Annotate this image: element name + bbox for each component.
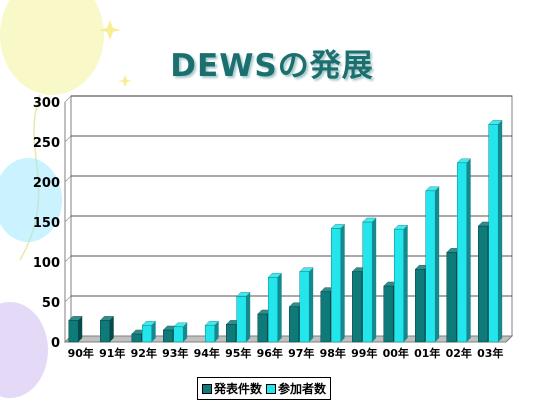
- legend-label-1: 発表件数: [214, 380, 262, 397]
- x-tick-label: 93年: [162, 346, 188, 360]
- legend-label-2: 参加者数: [278, 380, 326, 397]
- legend-swatch-1: [202, 384, 212, 394]
- bar-series1: [384, 286, 393, 342]
- bar-series1: [69, 320, 78, 342]
- x-tick-label: 02年: [446, 346, 472, 360]
- bar-series2-side: [309, 268, 313, 342]
- bar-series2: [237, 296, 246, 342]
- y-tick-label: 100: [33, 256, 60, 271]
- bar-series1-side: [78, 316, 82, 342]
- gridline-diag: [65, 216, 71, 222]
- bar-series1: [100, 320, 109, 342]
- gridline-diag: [65, 136, 71, 142]
- bar-series1: [415, 269, 424, 342]
- x-tick-label: 90年: [68, 346, 94, 360]
- bar-series1: [226, 324, 235, 342]
- bar-series2: [394, 229, 403, 342]
- gridline-diag: [65, 296, 71, 302]
- bar-series2: [205, 325, 214, 342]
- bar-series2: [268, 277, 277, 342]
- bar-series2: [174, 327, 183, 342]
- bar-series2: [426, 191, 435, 342]
- bar-series2-side: [341, 224, 345, 342]
- bar-series2: [142, 325, 151, 342]
- x-tick-label: 03年: [477, 346, 503, 360]
- bar-series1: [321, 292, 330, 342]
- legend-item-2: 参加者数: [266, 380, 326, 397]
- bar-series2: [489, 124, 498, 342]
- legend-item-1: 発表件数: [202, 380, 262, 397]
- bar-series1: [478, 226, 487, 342]
- bar-series1-side: [110, 316, 114, 342]
- bar-series2: [300, 272, 309, 342]
- x-tick-label: 92年: [131, 346, 157, 360]
- y-tick-label: 50: [42, 296, 60, 311]
- bar-series2-side: [372, 218, 376, 342]
- y-tick-label: 150: [33, 216, 60, 231]
- y-tick-label: 0: [51, 336, 60, 351]
- chart-legend: 発表件数 参加者数: [197, 377, 331, 400]
- x-tick-label: 98年: [320, 346, 346, 360]
- bar-series2: [457, 163, 466, 342]
- bar-series2-side: [246, 292, 250, 342]
- x-tick-label: 01年: [414, 346, 440, 360]
- gridline-diag: [65, 256, 71, 262]
- x-tick-label: 91年: [99, 346, 125, 360]
- x-tick-label: 94年: [194, 346, 220, 360]
- bar-series2-side: [435, 187, 439, 342]
- bar-series1: [352, 272, 361, 342]
- bar-series1: [289, 307, 298, 342]
- bar-series2-side: [467, 159, 471, 342]
- bar-series2-side: [278, 273, 282, 342]
- bar-series2: [363, 222, 372, 342]
- bar-series2-side: [404, 225, 408, 342]
- y-tick-label: 200: [33, 176, 60, 191]
- x-tick-label: 95年: [225, 346, 251, 360]
- x-tick-label: 96年: [257, 346, 283, 360]
- gridline-diag: [65, 176, 71, 182]
- x-tick-label: 97年: [288, 346, 314, 360]
- bar-series1: [132, 334, 141, 342]
- bar-series2: [331, 228, 340, 342]
- bar-series1: [163, 330, 172, 342]
- bar-series1: [258, 314, 267, 342]
- bar-series1: [447, 252, 456, 342]
- y-tick-label: 250: [33, 136, 60, 151]
- gridline-diag: [65, 96, 71, 102]
- y-tick-label: 300: [33, 96, 60, 111]
- bar-series2-side: [498, 120, 502, 342]
- legend-swatch-2: [266, 384, 276, 394]
- x-tick-label: 00年: [383, 346, 409, 360]
- x-tick-label: 99年: [351, 346, 377, 360]
